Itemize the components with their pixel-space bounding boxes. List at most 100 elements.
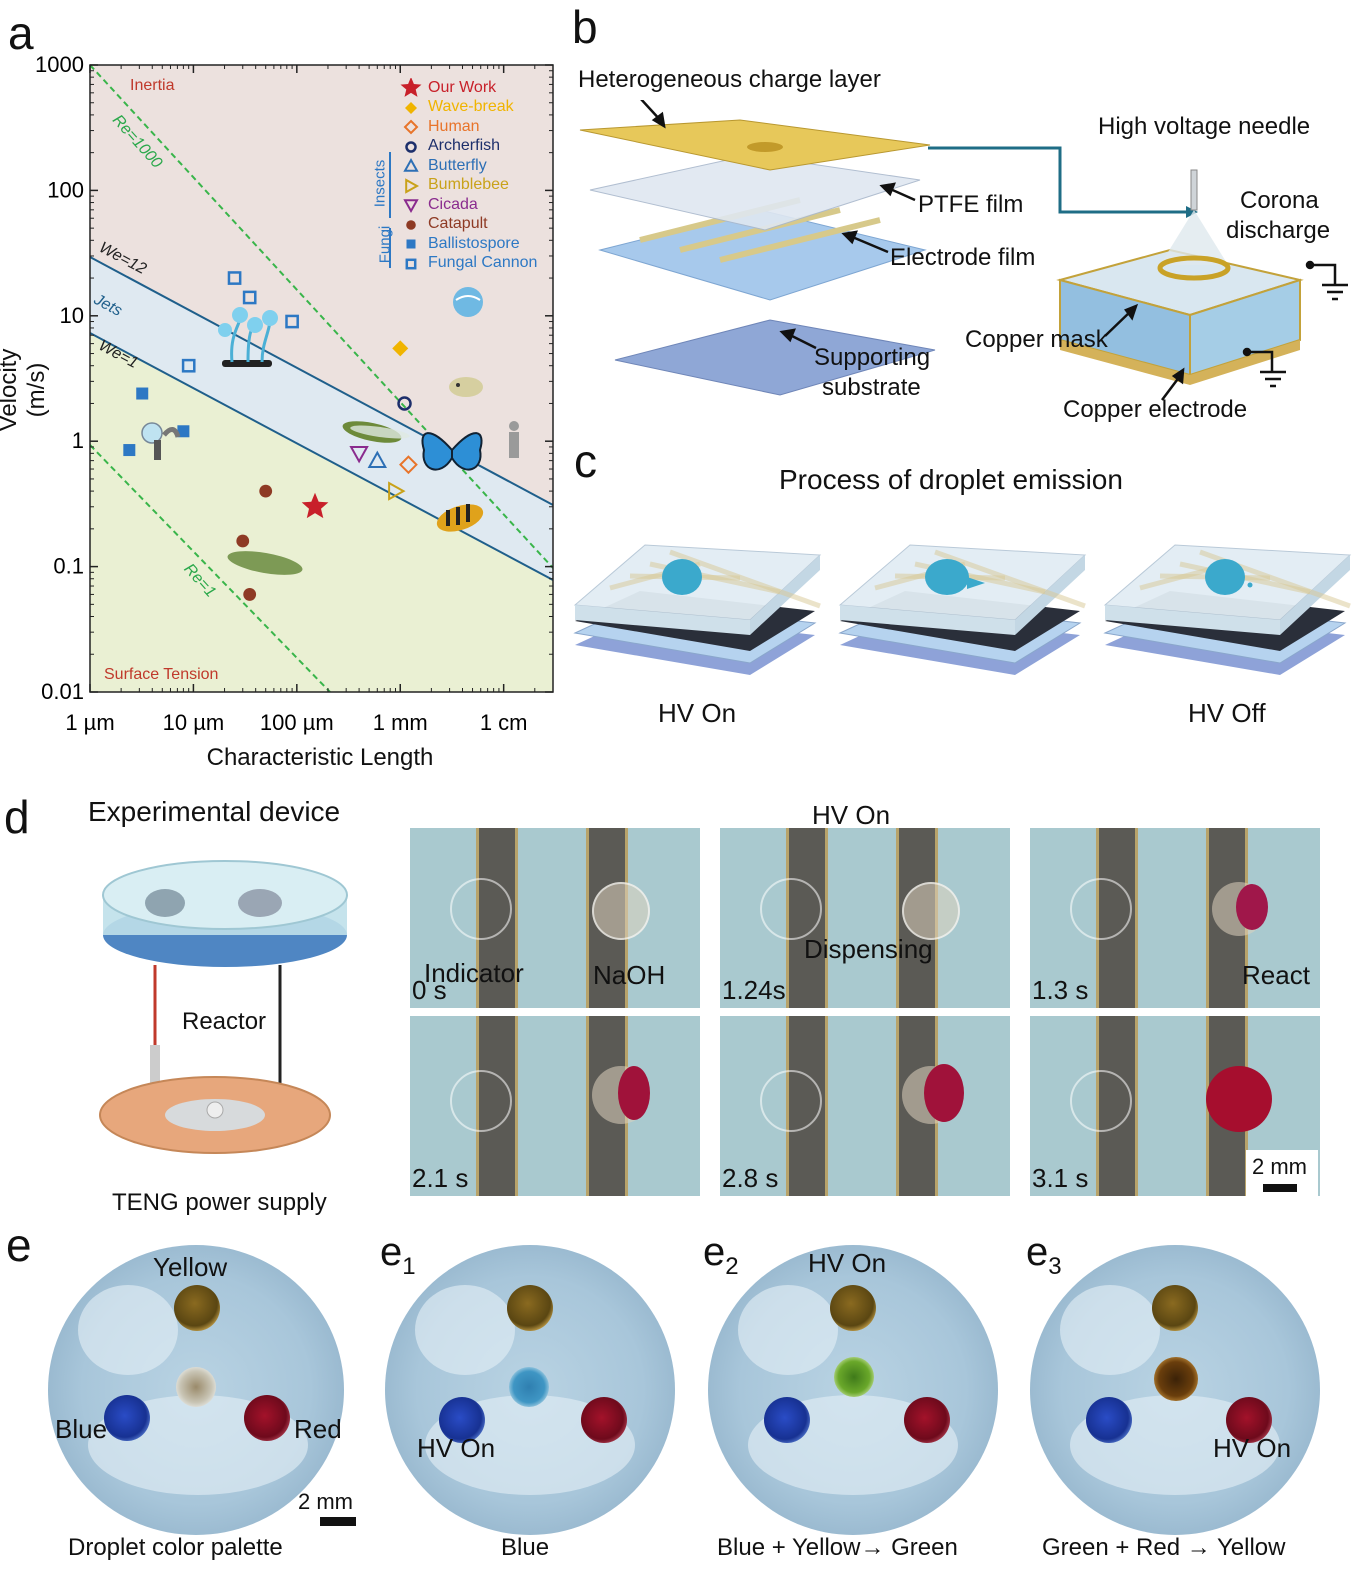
label-ptfe-film: PTFE film	[918, 191, 1024, 218]
panel-c-title: Process of droplet emission	[779, 464, 1123, 495]
label-hv-on-e3: HV On	[1213, 1433, 1292, 1463]
label-react: React	[1242, 960, 1310, 990]
frame-1-24s: Dispensing 1.24s	[720, 828, 1010, 1008]
legend-entry-cicada: Cicada	[398, 195, 553, 215]
label-hv-on-e1: HV On	[417, 1433, 496, 1463]
data-point-catapult	[236, 534, 250, 548]
legend-marker	[405, 258, 417, 270]
dish-e1	[385, 1245, 675, 1535]
x-tick-label: 100 µm	[260, 710, 334, 735]
legend-marker	[403, 158, 419, 173]
velocity-length-chart: 1000 100 10 1 0.1 0.01 1 µm 10 µm 100 µm 1 mm 1 cm	[35, 52, 554, 735]
caption-palette: Droplet color palette	[68, 1534, 283, 1561]
legend-entry-wave-break: Wave-break	[398, 98, 553, 118]
frame-0s: Indicator NaOH 0 s	[410, 828, 700, 1008]
legend-entry-fungal-cannon: Fungal Cannon	[398, 254, 553, 274]
y-tick-label: 0.01	[41, 679, 84, 704]
legend-marker-diamond	[405, 101, 417, 114]
legend-entry-human: Human	[398, 117, 553, 137]
legend-marker	[400, 78, 422, 98]
legend-marker-square	[406, 239, 416, 249]
palette-scale-bar	[320, 1517, 356, 1526]
butterfly-illustration	[421, 432, 483, 471]
label-indicator: Indicator	[424, 958, 524, 988]
y-tick-label: 0.1	[53, 554, 84, 579]
y-tick-label: 10	[60, 303, 84, 328]
ptfe-film-layer	[589, 154, 921, 231]
data-point-catapult	[259, 484, 273, 498]
legend-label: Ballistospore	[428, 234, 520, 252]
legend-marker	[406, 239, 416, 249]
x-axis-label: Characteristic Length	[206, 744, 434, 771]
ballistospore-illustration	[141, 422, 181, 460]
y-tick-label: 100	[47, 177, 84, 202]
panel-b-schematic	[579, 100, 1348, 401]
caption-e1: Blue	[501, 1534, 550, 1561]
data-point-human	[399, 455, 418, 475]
panel-e1-label: e1	[380, 1230, 416, 1280]
panel-a-label: a	[8, 7, 34, 59]
data-point-fungal-cannon	[285, 314, 299, 329]
re1000-line	[90, 65, 553, 569]
legend-entry-archerfish: Archerfish	[398, 137, 553, 157]
legend-label: Cicada	[428, 195, 478, 213]
data-point-our-work	[301, 492, 329, 519]
legend-label: Catapult	[428, 215, 488, 233]
panel-d-title: Experimental device	[88, 796, 341, 827]
palette-scale-label: 2 mm	[298, 1489, 353, 1514]
legend-entry-bumblebee: Bumblebee	[398, 176, 553, 196]
frame-time: 1.3 s	[1032, 975, 1089, 1005]
panel-e-label: e	[6, 1219, 32, 1271]
droplet-device-2	[838, 544, 1087, 675]
legend-marker	[406, 219, 416, 230]
plot-frame	[89, 64, 554, 693]
panel-e2-label: e2	[703, 1230, 739, 1280]
label-reactor: Reactor	[182, 1008, 267, 1035]
frame-time: 0 s	[412, 975, 447, 1005]
data-point-ballistospore	[123, 444, 136, 457]
legend-label: Fungal Cannon	[428, 254, 538, 272]
frame-2-1s: 2.1 s	[410, 1016, 700, 1196]
legend-marker-circle	[406, 219, 416, 230]
data-point-catapult	[243, 588, 257, 601]
panel-d-label: d	[4, 791, 30, 843]
y-axis-label: Velocity (m/s)	[0, 348, 50, 432]
label-discharge: discharge	[1226, 217, 1331, 244]
label-yellow: Yellow	[153, 1252, 228, 1282]
label-dispensing: Dispensing	[804, 934, 933, 964]
x-tick-label: 1 cm	[480, 710, 528, 735]
x-tick-label: 1 µm	[65, 710, 114, 735]
legend-marker-star	[400, 78, 422, 98]
frame-3-1s: 2 mm 3.1 s	[1030, 1016, 1320, 1196]
legend-label: Wave-break	[428, 98, 514, 116]
ground-icon	[1305, 260, 1348, 301]
label-naoh: NaOH	[593, 960, 666, 990]
legend-marker-triangle-down-open	[403, 199, 419, 214]
cicada-illustration	[342, 421, 410, 443]
label-electrode-film: Electrode film	[890, 244, 1036, 271]
legend-marker	[403, 199, 419, 214]
data-point-fungal-cannon	[181, 358, 196, 373]
legend-entry-butterfly: Butterfly	[398, 156, 553, 176]
jets-region	[90, 257, 553, 580]
frame-time: 2.1 s	[412, 1163, 469, 1193]
wave-illustration	[453, 287, 483, 317]
droplet-device-1	[573, 544, 822, 675]
scale-bar	[1263, 1184, 1297, 1192]
legend-group-bar-insects	[389, 152, 391, 218]
legend-group-bar-fungi	[389, 228, 391, 268]
fish-illustration	[449, 377, 483, 397]
legend-entry-ballistospore: Ballistospore	[398, 234, 553, 254]
panel-e3-label: e3	[1026, 1230, 1062, 1280]
frame-time: 3.1 s	[1032, 1163, 1089, 1193]
human-illustration	[509, 421, 519, 458]
supporting-substrate-layer	[614, 319, 936, 396]
y-tick-label: 1000	[35, 52, 84, 77]
legend-marker	[405, 101, 417, 114]
data-point-wave-break	[392, 340, 409, 357]
label-red: Red	[294, 1414, 342, 1444]
bee-illustration	[436, 504, 484, 532]
legend-label: Archerfish	[428, 137, 501, 155]
ground-icon-2	[1242, 347, 1286, 388]
data-point-archerfish	[397, 396, 412, 411]
